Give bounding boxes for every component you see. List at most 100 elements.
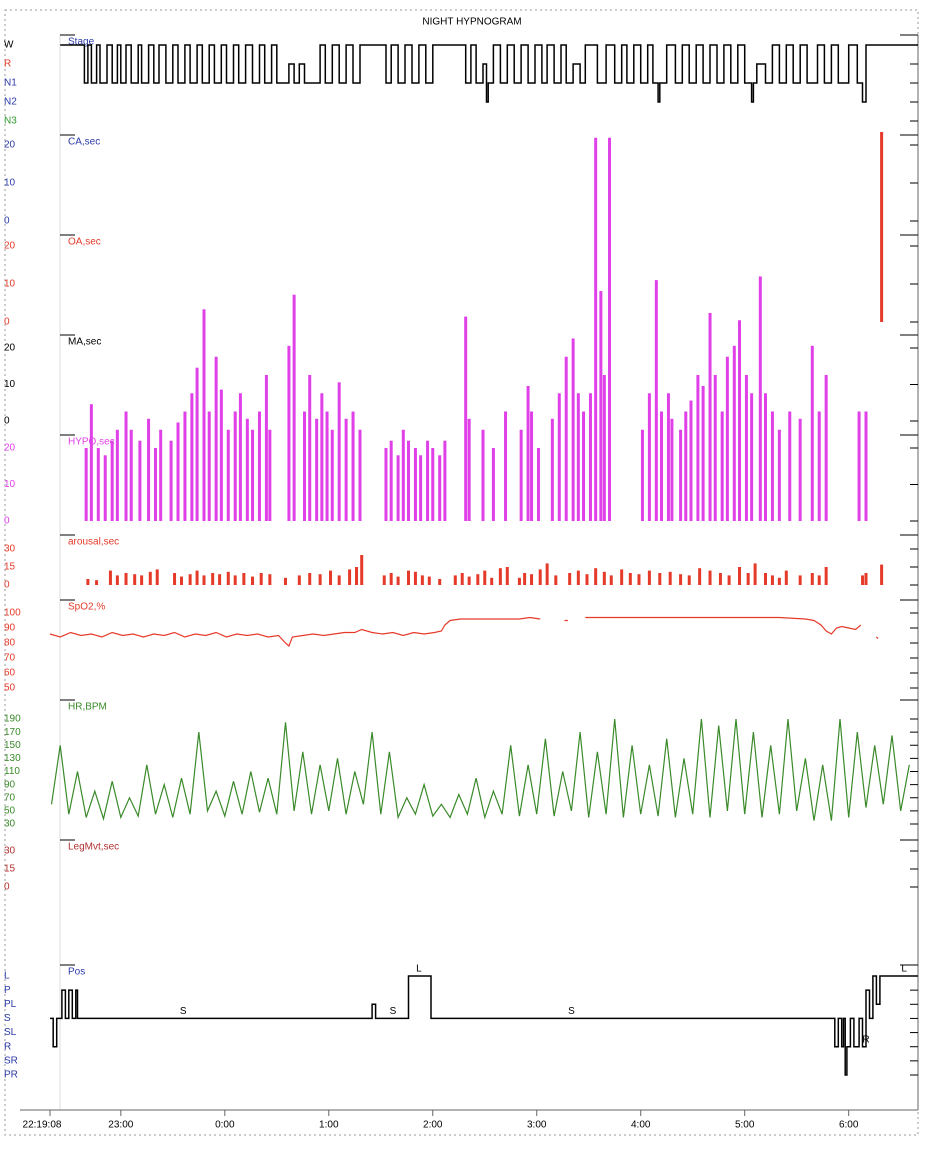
track-label: OA,sec [68, 237, 101, 248]
bar [519, 429, 523, 521]
bar [481, 429, 485, 521]
bar [864, 573, 868, 585]
bar [242, 573, 246, 585]
bar [140, 575, 144, 585]
bar [264, 375, 268, 521]
track-label: Stage [68, 37, 95, 48]
bar [330, 429, 334, 521]
bar [413, 571, 417, 585]
y-tick-label: 110 [4, 766, 20, 777]
bar [268, 429, 272, 521]
annotation: L [416, 964, 422, 975]
bar [770, 575, 774, 585]
bar [396, 576, 400, 585]
annotation: R [862, 1034, 869, 1045]
bar [720, 411, 724, 521]
bar [155, 569, 159, 585]
bar [763, 573, 767, 585]
bar [526, 385, 530, 521]
bar [233, 575, 237, 585]
bar [129, 429, 133, 521]
bar [89, 404, 93, 521]
y-tick-label: W [4, 40, 14, 51]
track-label: LegMvt,sec [68, 842, 119, 853]
bar [179, 576, 183, 585]
x-tick-label: 23:00 [108, 1120, 133, 1131]
y-tick-label: 20 [4, 241, 16, 252]
bar [861, 575, 865, 585]
bar [438, 455, 442, 521]
y-tick-label: 150 [4, 740, 21, 751]
bar [770, 411, 774, 521]
y-tick-label: 10 [4, 279, 16, 290]
y-tick-label: S [4, 1013, 11, 1024]
bar [504, 411, 508, 521]
bar [810, 573, 814, 585]
bar [292, 294, 296, 521]
bar [95, 580, 99, 585]
bar [608, 137, 612, 521]
y-tick-label: 15 [4, 864, 16, 875]
x-tick-label: 4:00 [631, 1120, 651, 1131]
bar [582, 411, 586, 521]
y-tick-label: 0 [4, 580, 10, 591]
y-tick-label: 190 [4, 714, 21, 725]
bar [110, 440, 114, 521]
bar [315, 418, 319, 521]
bar [654, 280, 658, 521]
y-tick-label: 10 [4, 379, 16, 390]
bar [251, 429, 255, 521]
bar [701, 385, 705, 521]
y-tick-label: 20 [4, 343, 16, 354]
y-tick-label: 90 [4, 779, 16, 790]
bar [226, 429, 230, 521]
x-tick-label: 1:00 [319, 1120, 339, 1131]
bar [176, 422, 180, 521]
bar [344, 418, 348, 521]
bar [86, 579, 90, 585]
bar [738, 567, 742, 585]
bar [308, 573, 312, 585]
bar [817, 411, 821, 521]
bar [824, 375, 828, 521]
bar [788, 411, 792, 521]
x-tick-label: 0:00 [215, 1120, 235, 1131]
bar [169, 440, 173, 521]
chart-title: NIGHT HYPNOGRAM [422, 17, 521, 28]
signal-line [50, 718, 910, 822]
bar [337, 575, 341, 585]
bar [517, 577, 521, 585]
bar [219, 389, 223, 521]
y-tick-label: 0 [4, 416, 10, 427]
bar [358, 429, 362, 521]
bar [413, 448, 417, 521]
bar [571, 338, 575, 521]
bar [647, 393, 651, 521]
bar [637, 574, 641, 585]
bar [407, 440, 411, 521]
annotation: S [390, 1006, 397, 1017]
y-tick-label: L [4, 971, 10, 982]
bar [545, 563, 549, 585]
bar [396, 455, 400, 521]
bar [750, 393, 754, 521]
bar [318, 574, 322, 585]
bar [360, 555, 364, 585]
bar [148, 571, 152, 585]
bar [195, 570, 199, 585]
bar [308, 375, 312, 521]
bar [108, 570, 112, 585]
x-tick-label: 2:00 [423, 1120, 443, 1131]
bar [564, 356, 568, 521]
y-tick-label: 90 [4, 623, 16, 634]
bar [283, 577, 287, 585]
bar [96, 448, 100, 521]
bar [658, 573, 662, 585]
bar [188, 574, 192, 585]
bar [817, 575, 821, 585]
x-tick-label: 22:19:08 [23, 1120, 62, 1131]
bar [594, 568, 598, 585]
bar [389, 440, 393, 521]
bar [207, 411, 211, 521]
